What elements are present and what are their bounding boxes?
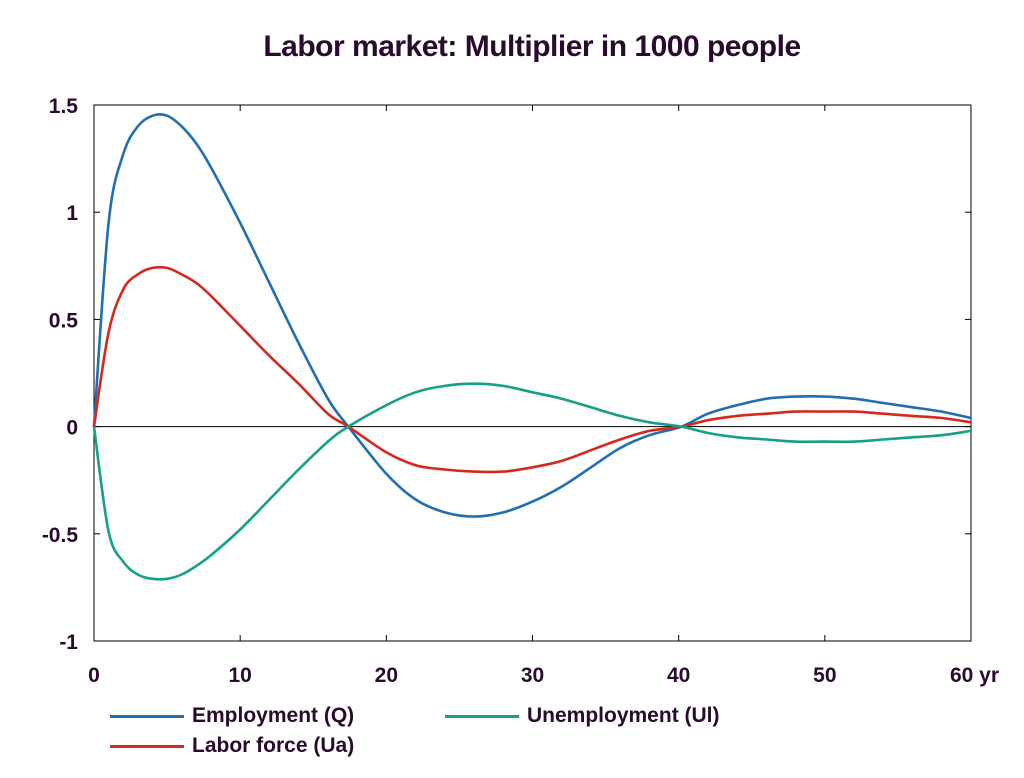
legend-item-labor-force: Labor force (Ua)	[110, 734, 354, 758]
x-tick-label: 20	[375, 664, 398, 687]
legend-swatch-unemployment	[445, 714, 519, 718]
chart-axes	[93, 104, 972, 642]
y-tick-label: 0	[66, 417, 78, 440]
series-line-unemployment-ul	[92, 382, 972, 581]
x-tick-label: 60 yr	[950, 664, 999, 687]
plot-frame	[93, 104, 972, 642]
chart-title: Labor market: Multiplier in 1000 people	[263, 30, 801, 63]
x-tick-label: 30	[521, 664, 544, 687]
legend-item-unemployment: Unemployment (Ul)	[445, 704, 720, 728]
tick-labels: 1.5 1 0.5 0 -0.5 -1 0 10 20 30 40 50 60 yr	[42, 95, 999, 687]
x-tick-label: 10	[228, 664, 251, 687]
y-tick-label: 0.5	[49, 309, 79, 332]
legend-item-employment: Employment (Q)	[110, 704, 354, 728]
y-tick-label: -0.5	[42, 524, 79, 547]
series-line-employment-q	[92, 113, 972, 518]
x-tick-label: 40	[667, 664, 690, 687]
legend-label-employment: Employment (Q)	[192, 704, 355, 727]
series-line-labor-force-ua	[92, 265, 972, 474]
series-layer	[92, 113, 972, 581]
y-tick-label: 1.5	[49, 95, 79, 118]
legend-swatch-labor-force	[110, 744, 184, 748]
y-tick-label: -1	[59, 631, 78, 654]
x-tick-label: 0	[88, 664, 100, 687]
x-tick-label: 50	[813, 664, 836, 687]
legend-swatch-employment	[110, 714, 184, 718]
legend-label-unemployment: Unemployment (Ul)	[527, 704, 720, 727]
y-tick-label: 1	[66, 202, 78, 225]
legend-label-labor-force: Labor force (Ua)	[192, 734, 355, 757]
